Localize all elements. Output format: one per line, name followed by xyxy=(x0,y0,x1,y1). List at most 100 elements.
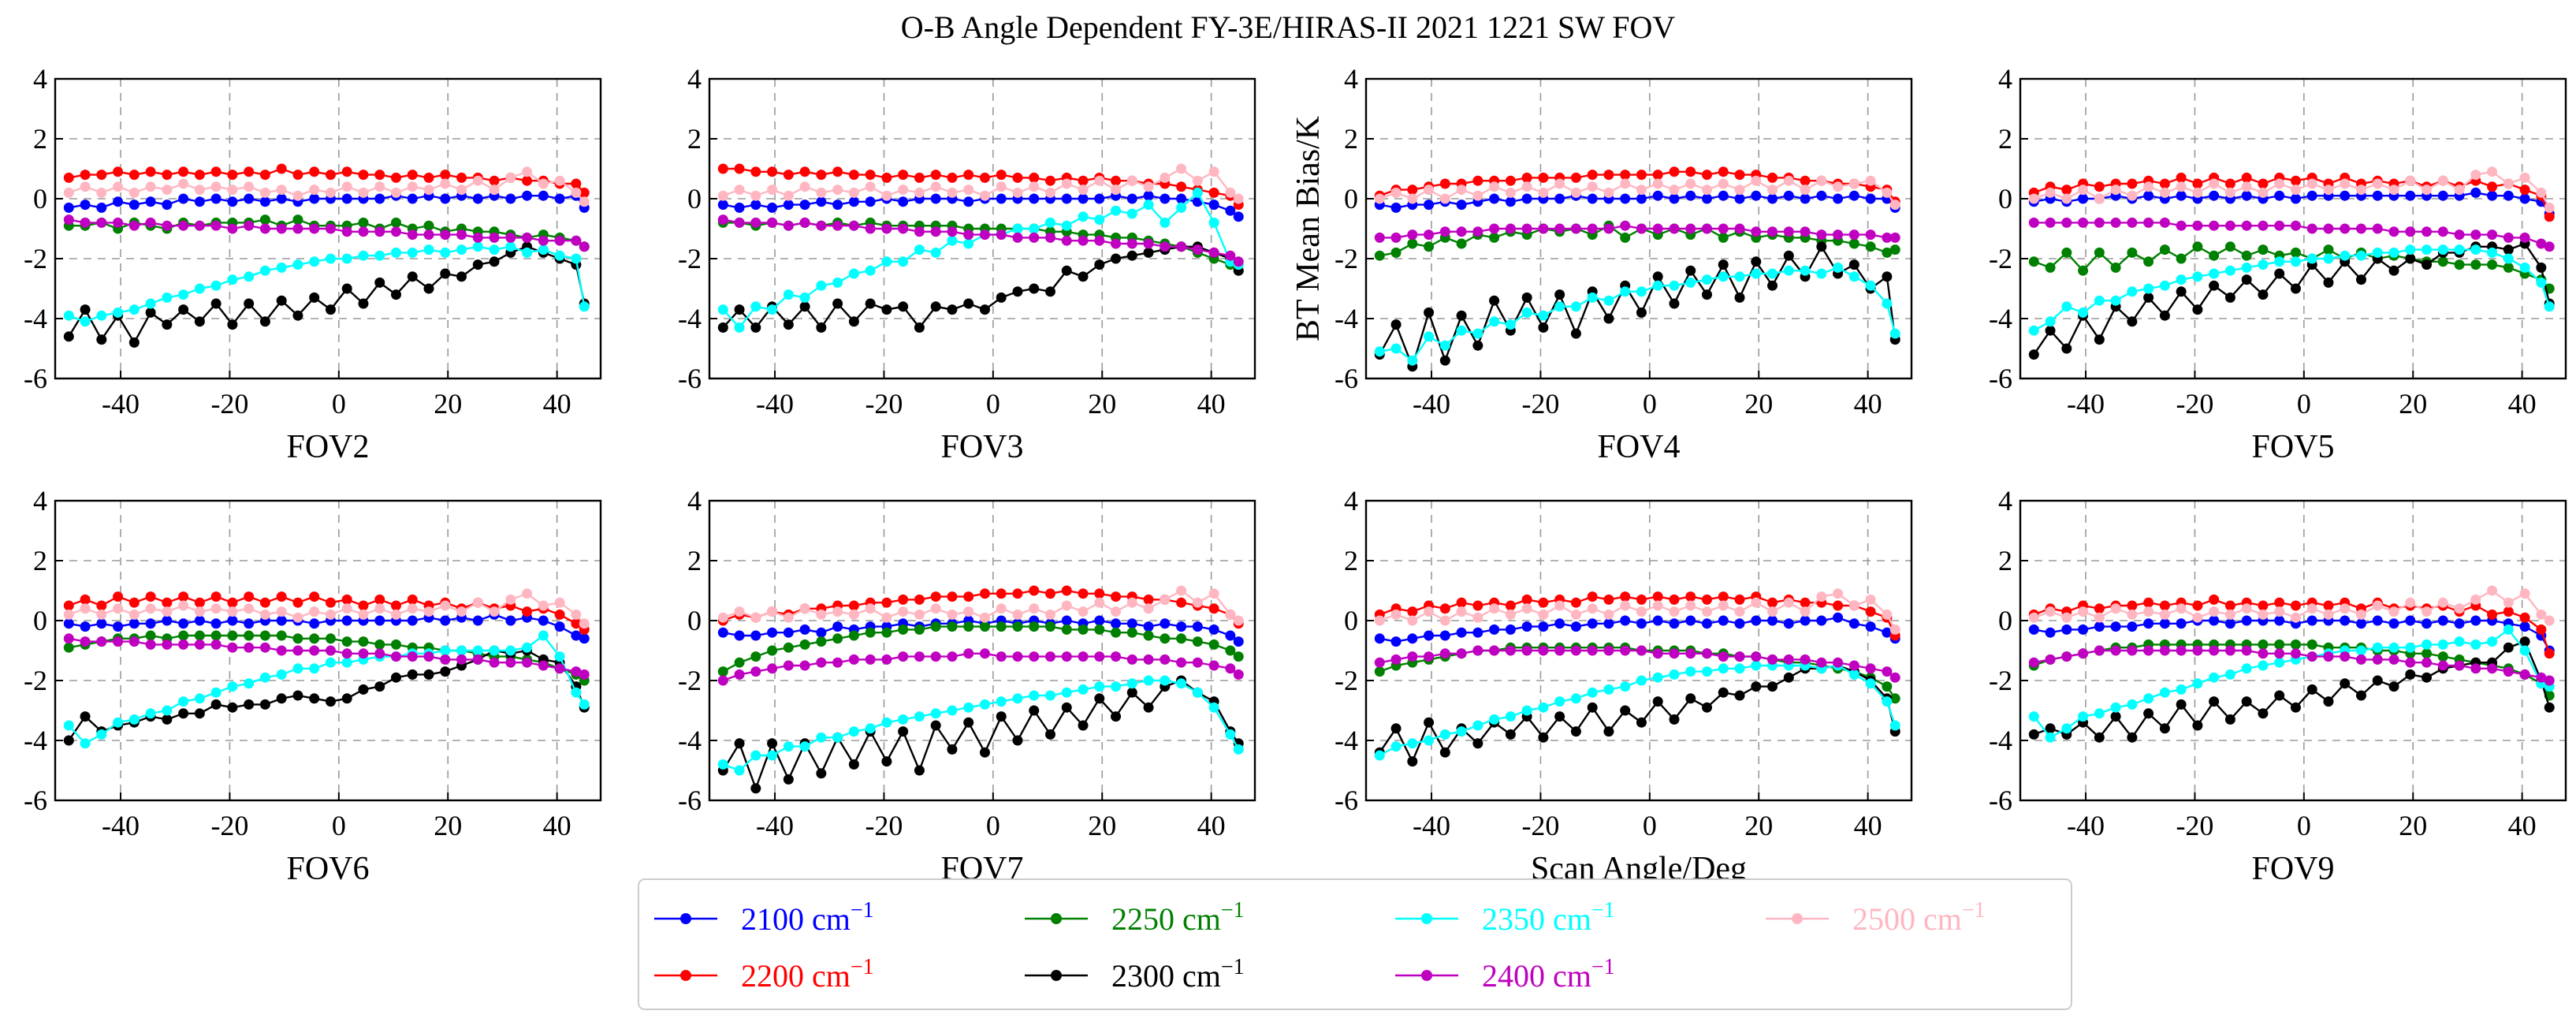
data-point xyxy=(113,181,124,192)
data-point xyxy=(2340,651,2351,662)
data-point xyxy=(538,235,549,246)
data-point xyxy=(2110,295,2121,306)
data-point xyxy=(227,597,238,608)
data-point xyxy=(947,705,958,716)
data-point xyxy=(210,193,221,204)
data-point xyxy=(1767,606,1778,617)
data-point xyxy=(1751,615,1762,626)
data-point xyxy=(1767,226,1778,237)
data-point xyxy=(1816,657,1827,668)
data-point xyxy=(1012,223,1023,234)
data-point xyxy=(1734,292,1745,303)
data-point xyxy=(2470,259,2481,270)
data-point xyxy=(1424,331,1435,342)
data-point xyxy=(145,307,156,318)
y-tick-label: -2 xyxy=(1989,665,2012,696)
data-point xyxy=(1029,283,1040,294)
data-point xyxy=(1603,618,1614,629)
data-point xyxy=(799,292,810,303)
data-point xyxy=(2209,250,2220,261)
data-point xyxy=(2422,244,2433,255)
data-point xyxy=(1734,271,1745,282)
data-point xyxy=(80,738,91,749)
data-point xyxy=(1538,172,1549,183)
data-point xyxy=(2544,675,2555,686)
data-point xyxy=(767,645,778,656)
data-point xyxy=(554,621,565,632)
data-point xyxy=(1833,588,1844,599)
data-point xyxy=(1865,241,1876,252)
data-point xyxy=(1233,744,1244,755)
data-point xyxy=(374,648,385,659)
data-point xyxy=(522,606,533,617)
data-point xyxy=(2192,678,2203,689)
data-point xyxy=(1702,702,1712,713)
data-point xyxy=(96,202,107,213)
series-4 xyxy=(1374,660,1900,761)
data-point xyxy=(848,726,859,737)
data-point xyxy=(407,170,418,181)
data-point xyxy=(848,170,859,181)
data-point xyxy=(571,235,582,246)
data-point xyxy=(292,597,303,608)
data-point xyxy=(2224,714,2235,725)
data-point xyxy=(1636,193,1647,204)
data-point xyxy=(128,187,140,198)
y-tick-label: 4 xyxy=(687,485,702,516)
data-point xyxy=(1554,193,1565,204)
data-point xyxy=(1160,618,1171,629)
data-point xyxy=(579,196,590,207)
data-point xyxy=(2192,178,2203,189)
data-point xyxy=(1848,600,1859,611)
data-point xyxy=(2127,286,2138,297)
data-point xyxy=(2536,238,2547,249)
data-point xyxy=(816,196,827,207)
plot-frame xyxy=(708,499,1256,802)
data-point xyxy=(2094,732,2105,743)
y-tick-label: 4 xyxy=(1344,485,1358,516)
data-point xyxy=(1078,606,1089,617)
data-point xyxy=(947,235,958,246)
data-point xyxy=(489,606,500,617)
data-point xyxy=(2127,217,2138,228)
data-point xyxy=(2323,185,2334,196)
data-point xyxy=(244,678,255,689)
series-6 xyxy=(63,588,590,629)
data-point xyxy=(178,304,189,315)
x-tick-label: 40 xyxy=(543,388,571,420)
data-point xyxy=(1751,256,1762,267)
data-point xyxy=(1374,657,1385,668)
data-point xyxy=(750,322,761,333)
x-tick-label: -40 xyxy=(2067,810,2105,841)
data-point xyxy=(292,259,303,270)
data-point xyxy=(1439,193,1450,204)
data-point xyxy=(1669,714,1680,725)
data-point xyxy=(358,684,369,695)
legend-label: 2300 cm−1 xyxy=(1111,955,1245,994)
data-point xyxy=(2110,262,2121,273)
data-point xyxy=(2290,600,2301,611)
data-point xyxy=(996,603,1007,614)
legend-entry: 2200 cm−1 xyxy=(654,955,874,994)
data-point xyxy=(2519,621,2530,632)
data-point xyxy=(259,672,270,683)
data-point xyxy=(848,630,859,641)
data-point xyxy=(1554,600,1565,611)
data-point xyxy=(2209,280,2220,291)
data-point xyxy=(2176,220,2187,231)
data-point xyxy=(2437,175,2448,186)
y-tick-label: -2 xyxy=(678,243,702,274)
series-line xyxy=(722,679,1240,792)
data-point xyxy=(2209,594,2220,605)
data-point xyxy=(750,301,761,312)
data-point xyxy=(1424,307,1435,318)
data-point xyxy=(1472,645,1483,656)
data-point xyxy=(1718,166,1729,177)
data-point xyxy=(2323,600,2334,611)
data-point xyxy=(2258,220,2269,231)
data-point xyxy=(2454,185,2465,196)
data-point xyxy=(456,244,467,255)
data-point xyxy=(1751,681,1762,692)
data-point xyxy=(178,630,189,641)
data-point xyxy=(1472,612,1483,623)
